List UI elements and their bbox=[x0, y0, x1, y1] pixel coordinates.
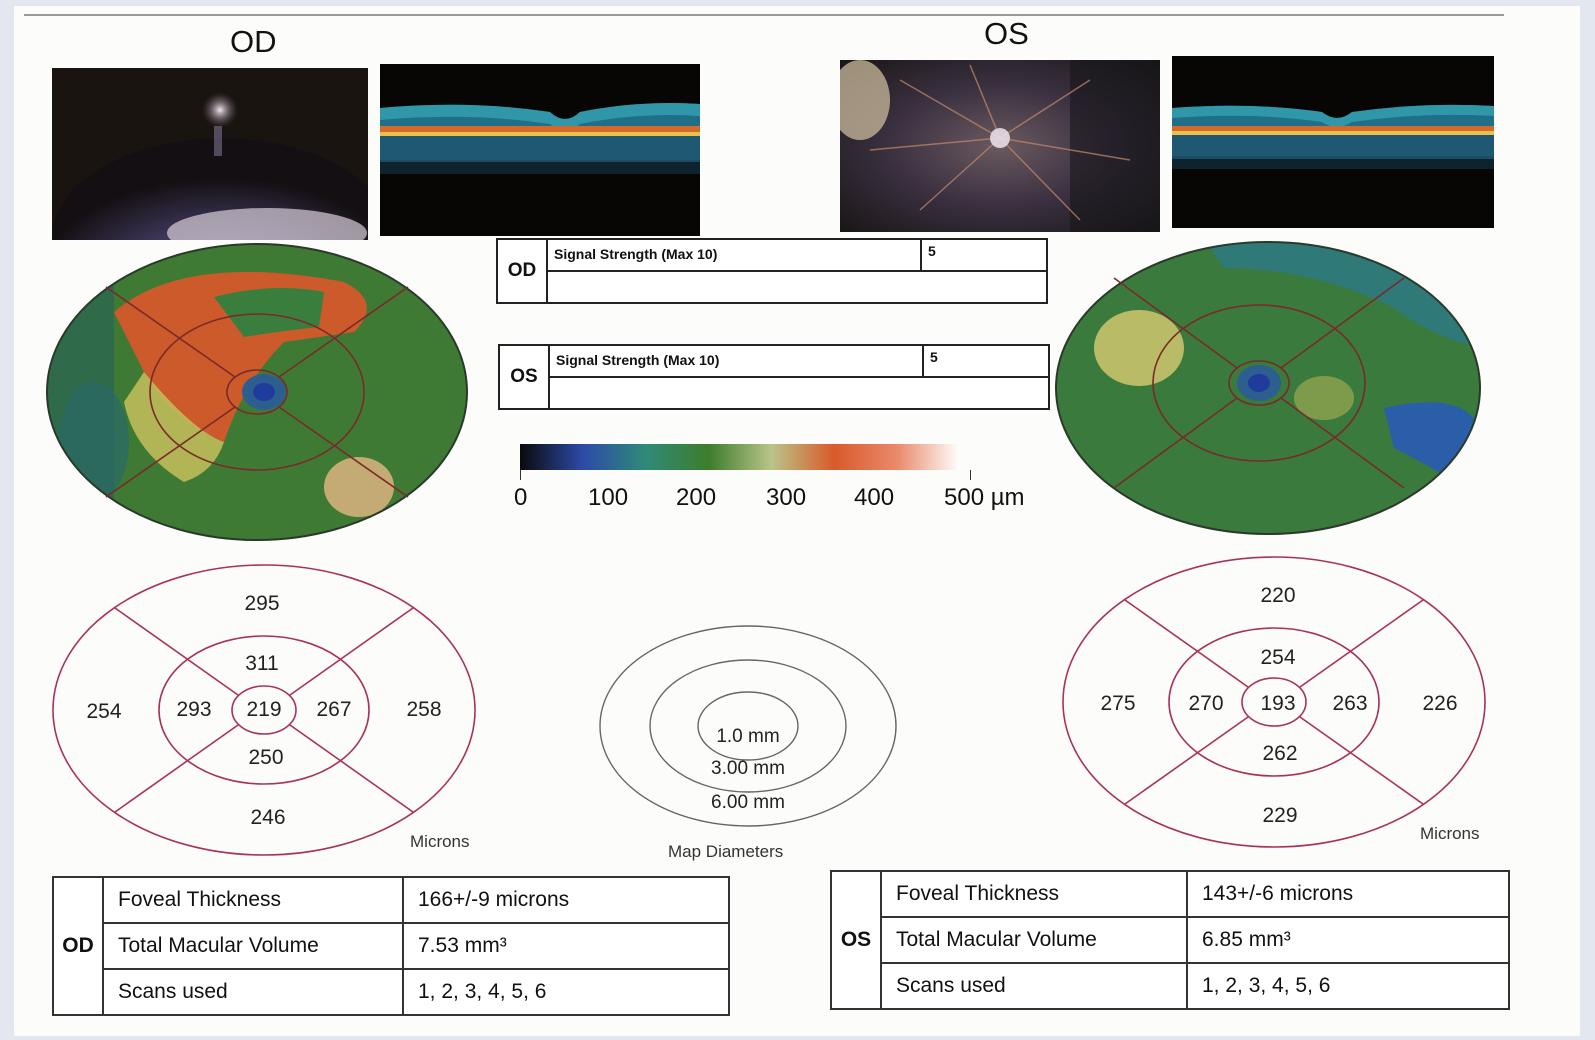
od-foveal-thickness-value: 166+/-9 microns bbox=[402, 876, 730, 924]
scale-label-300: 300 bbox=[766, 484, 807, 511]
od-fundus-image bbox=[52, 68, 368, 240]
os-outer-temporal-value: 275 bbox=[1100, 692, 1135, 715]
os-signal-box: OS Signal Strength (Max 10) 5 bbox=[498, 344, 1050, 410]
map-diameters-caption: Map Diameters bbox=[668, 842, 784, 861]
table-row: OD Foveal Thickness 166+/-9 microns bbox=[52, 876, 730, 1016]
os-summary-eye-label: OS bbox=[830, 870, 882, 1010]
os-inner-inferior-value: 262 bbox=[1262, 742, 1297, 765]
od-outer-temporal-value: 254 bbox=[86, 700, 121, 723]
os-signal-label: Signal Strength (Max 10) bbox=[556, 352, 720, 368]
od-signal-label: Signal Strength (Max 10) bbox=[554, 246, 718, 262]
ring-label-3mm: 3.00 mm bbox=[711, 758, 785, 779]
os-oct-scan-image bbox=[1172, 56, 1494, 228]
od-outer-nasal-value: 258 bbox=[406, 698, 441, 721]
od-inner-nasal-value: 267 bbox=[316, 698, 351, 721]
os-summary-table: OS Foveal Thickness 143+/-6 microns Tota… bbox=[830, 870, 1510, 1010]
os-outer-nasal-value: 226 bbox=[1422, 692, 1457, 715]
os-outer-superior-value: 220 bbox=[1260, 584, 1295, 607]
os-scans-used-label: Scans used bbox=[880, 962, 1188, 1010]
os-macular-volume-label: Total Macular Volume bbox=[880, 916, 1188, 964]
table-row: Total Macular Volume 6.85 mm³ bbox=[831, 916, 1510, 964]
scale-label-0: 0 bbox=[514, 484, 528, 511]
table-row: Scans used 1, 2, 3, 4, 5, 6 bbox=[53, 968, 730, 1016]
od-macular-volume-value: 7.53 mm³ bbox=[402, 922, 730, 970]
od-signal-eye-label: OD bbox=[498, 240, 548, 302]
od-signal-box: OD Signal Strength (Max 10) 5 bbox=[496, 238, 1048, 304]
os-signal-value: 5 bbox=[930, 349, 938, 365]
od-microns-label: Microns bbox=[410, 832, 470, 851]
os-macular-volume-value: 6.85 mm³ bbox=[1186, 916, 1510, 964]
od-scans-used-value: 1, 2, 3, 4, 5, 6 bbox=[402, 968, 730, 1016]
table-row: OS Foveal Thickness 143+/-6 microns bbox=[830, 870, 1510, 1010]
od-outer-inferior-value: 246 bbox=[250, 806, 285, 829]
os-thickness-map bbox=[1055, 241, 1481, 535]
od-summary-eye-label: OD bbox=[52, 876, 104, 1016]
od-inner-superior-value: 311 bbox=[245, 652, 278, 675]
os-title: OS bbox=[984, 16, 1029, 51]
scale-label-400: 400 bbox=[854, 484, 895, 511]
os-scans-used-value: 1, 2, 3, 4, 5, 6 bbox=[1186, 962, 1510, 1010]
od-signal-row: Signal Strength (Max 10) 5 bbox=[548, 240, 1046, 272]
od-title: OD bbox=[230, 24, 277, 59]
od-foveal-thickness-label: Foveal Thickness bbox=[102, 876, 404, 924]
top-rule bbox=[24, 14, 1504, 16]
os-microns-label: Microns bbox=[1420, 824, 1480, 843]
od-outer-superior-value: 295 bbox=[244, 592, 279, 615]
scale-label-500: 500 µm bbox=[944, 484, 1025, 511]
od-inner-inferior-value: 250 bbox=[248, 746, 283, 769]
table-row: Total Macular Volume 7.53 mm³ bbox=[53, 922, 730, 970]
os-inner-nasal-value: 263 bbox=[1332, 692, 1367, 715]
os-fundus-image bbox=[840, 60, 1160, 232]
os-signal-eye-label: OS bbox=[500, 346, 550, 408]
scale-label-200: 200 bbox=[676, 484, 717, 511]
od-center-value: 219 bbox=[246, 698, 281, 721]
ring-label-1mm: 1.0 mm bbox=[716, 726, 779, 747]
os-signal-row: Signal Strength (Max 10) 5 bbox=[550, 346, 1048, 378]
oct-report: OD OS bbox=[14, 6, 1580, 1036]
od-oct-scan-image bbox=[380, 64, 700, 236]
os-inner-superior-value: 254 bbox=[1260, 646, 1295, 669]
color-scale-ticks bbox=[520, 470, 972, 482]
os-outer-inferior-value: 229 bbox=[1262, 804, 1297, 827]
os-inner-temporal-value: 270 bbox=[1188, 692, 1223, 715]
od-signal-value-cell: 5 bbox=[920, 240, 1046, 270]
os-center-value: 193 bbox=[1260, 692, 1295, 715]
od-inner-temporal-value: 293 bbox=[176, 698, 211, 721]
os-sector-diagram: 220 254 275 270 193 263 226 262 229 bbox=[1062, 556, 1486, 848]
od-macular-volume-label: Total Macular Volume bbox=[102, 922, 404, 970]
thickness-color-scale-bar bbox=[520, 444, 960, 470]
os-foveal-thickness-label: Foveal Thickness bbox=[880, 870, 1188, 918]
od-sector-diagram: 295 311 254 293 219 267 258 250 246 bbox=[52, 564, 476, 856]
os-signal-value-cell: 5 bbox=[922, 346, 1048, 376]
ring-label-6mm: 6.00 mm bbox=[711, 792, 785, 813]
od-scans-used-label: Scans used bbox=[102, 968, 404, 1016]
os-foveal-thickness-value: 143+/-6 microns bbox=[1186, 870, 1510, 918]
od-signal-value: 5 bbox=[928, 243, 936, 259]
scale-label-100: 100 bbox=[588, 484, 629, 511]
table-row: Scans used 1, 2, 3, 4, 5, 6 bbox=[831, 962, 1510, 1010]
od-summary-table: OD Foveal Thickness 166+/-9 microns Tota… bbox=[52, 876, 730, 1016]
map-diameters-diagram: 1.0 mm 3.00 mm 6.00 mm bbox=[599, 625, 897, 827]
od-thickness-map bbox=[46, 243, 468, 541]
